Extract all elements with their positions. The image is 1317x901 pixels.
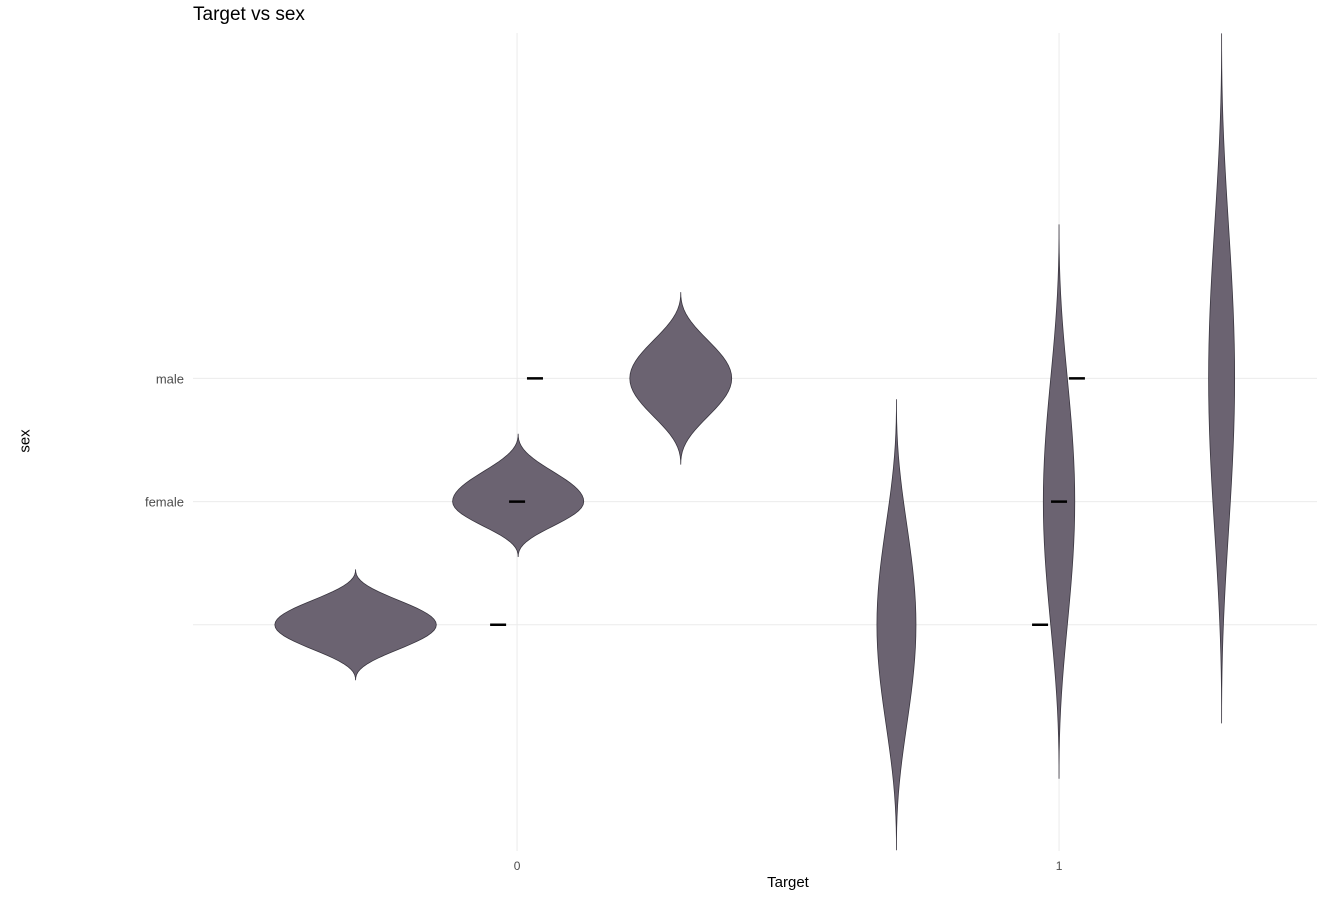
tick-labels: 0 1 female male — [145, 371, 1063, 873]
y-tick-label: female — [145, 495, 184, 510]
violin — [452, 433, 585, 558]
violins — [274, 33, 1236, 851]
violin — [1208, 33, 1236, 724]
chart-title: Target vs sex — [193, 4, 305, 25]
x-tick-label: 1 — [1056, 859, 1063, 873]
violin — [876, 399, 917, 851]
y-axis-label: sex — [16, 429, 34, 453]
violin — [274, 569, 437, 681]
x-axis-label: Target — [767, 874, 809, 891]
x-tick-label: 0 — [514, 859, 521, 873]
median-marks — [490, 377, 1085, 627]
violin — [629, 292, 733, 465]
grid-lines — [193, 33, 1317, 851]
y-tick-label: male — [156, 371, 184, 386]
